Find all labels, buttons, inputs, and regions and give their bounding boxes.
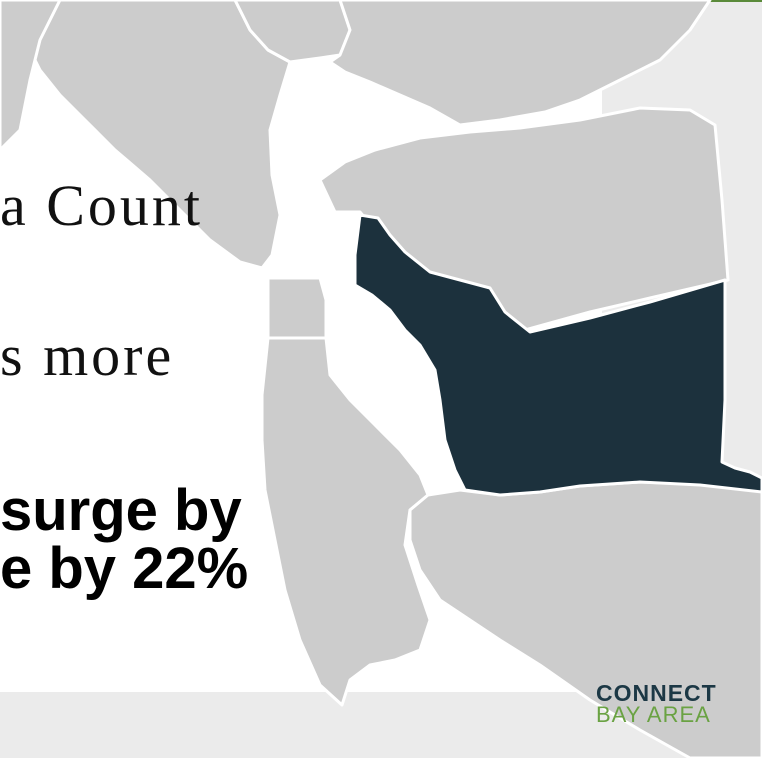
county-san-mateo	[260, 336, 432, 707]
county-alameda-highlighted	[353, 213, 762, 497]
county-solano	[328, 0, 712, 127]
logo-text-bottom: BAY AREA	[596, 702, 711, 727]
connect-bay-area-logo: CONNECT BAY AREA	[596, 682, 736, 726]
county-san-francisco	[266, 276, 328, 340]
logo-text-top: CONNECT	[596, 680, 717, 706]
county-sonoma	[0, 0, 62, 152]
county-marin	[23, 0, 292, 270]
